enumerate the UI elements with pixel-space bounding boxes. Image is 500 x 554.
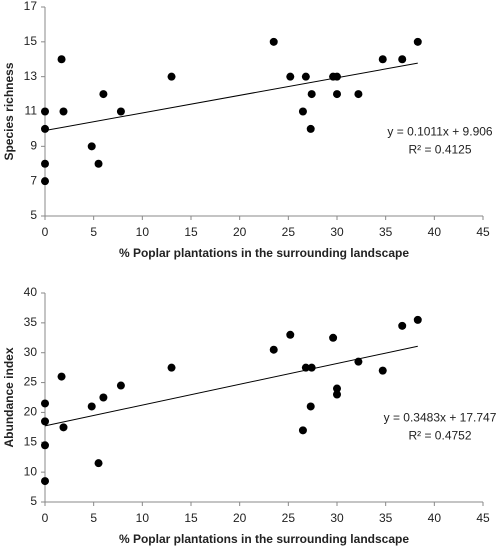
point [329,333,338,342]
point [413,315,422,324]
point [87,402,96,411]
x-tick-label: 40 [428,511,442,525]
point [41,159,49,168]
y-tick-label: 40 [24,285,38,299]
trendline [44,345,418,427]
point [333,72,341,81]
point [286,72,295,81]
x-tick-label: 5 [90,225,97,239]
x-tick-label: 20 [233,511,247,525]
point [167,72,176,81]
trendline-r2: R² = 0.4752 [408,429,471,443]
x-tick-label: 30 [330,511,344,525]
x-tick-label: 45 [476,511,490,525]
point [307,90,316,99]
point [398,321,407,330]
x-tick-label: 20 [233,225,247,239]
point [398,55,407,64]
point [41,177,49,186]
x-tick-label: 25 [282,225,296,239]
point [378,366,387,375]
x-tick-label: 15 [184,511,198,525]
point [41,477,49,486]
point [41,399,49,408]
x-tick-label: 40 [428,225,442,239]
y-tick-label: 7 [30,173,37,187]
x-tick-label: 5 [90,511,97,525]
y-tick-label: 5 [30,208,37,222]
point [298,107,307,116]
x-tick-label: 45 [476,225,490,239]
point [378,55,387,64]
y-axis-title: Abundance index [2,347,16,447]
point [59,423,68,432]
point [333,390,341,399]
x-tick-label: 0 [42,225,49,239]
y-tick-label: 13 [24,69,38,83]
point [41,441,49,450]
point [301,72,310,81]
point [269,345,278,354]
x-tick-label: 0 [42,511,49,525]
y-tick-label: 9 [30,139,37,153]
y-tick-label: 35 [24,315,38,329]
y-tick-label: 25 [24,375,38,389]
x-tick-label: 35 [379,511,393,525]
point [354,90,363,99]
point [306,402,315,411]
point [57,372,66,381]
x-axis-title: % Poplar plantations in the surrounding … [119,532,409,546]
point [269,37,278,46]
x-tick-label: 30 [330,225,344,239]
x-tick-label: 10 [136,225,150,239]
trendline-r2: R² = 0.4125 [408,143,471,157]
point [286,330,295,339]
point [99,90,108,99]
point [41,107,49,116]
point [99,393,108,402]
point [87,142,96,151]
x-tick-label: 25 [282,511,296,525]
point [59,107,68,116]
x-tick-label: 10 [136,511,150,525]
point [94,159,103,168]
trendline [44,62,418,132]
point [333,384,341,393]
point [354,357,363,366]
point [306,124,315,133]
point [94,459,103,468]
y-tick-label: 17 [24,0,38,13]
y-axis-title: Species richness [2,62,16,160]
point [307,363,316,372]
y-tick-label: 20 [24,405,38,419]
point [57,55,66,64]
trendline-equation: y = 0.1011x + 9.906 [387,125,493,139]
point [301,363,310,372]
x-axis-title: % Poplar plantations in the surrounding … [119,246,409,260]
y-tick-label: 5 [30,494,37,508]
x-tick-label: 15 [184,225,198,239]
trendline-equation: y = 0.3483x + 17.747 [384,411,497,425]
point [413,37,422,46]
point [167,363,176,372]
point [116,381,125,390]
y-tick-label: 11 [25,104,38,118]
x-tick-label: 35 [379,225,393,239]
y-tick-label: 10 [24,464,38,478]
point [116,107,125,116]
y-tick-label: 30 [24,345,38,359]
point [41,124,49,133]
point [298,426,307,435]
point [41,417,49,426]
y-tick-label: 15 [24,34,38,48]
y-tick-label: 15 [24,434,38,448]
point [333,90,341,99]
